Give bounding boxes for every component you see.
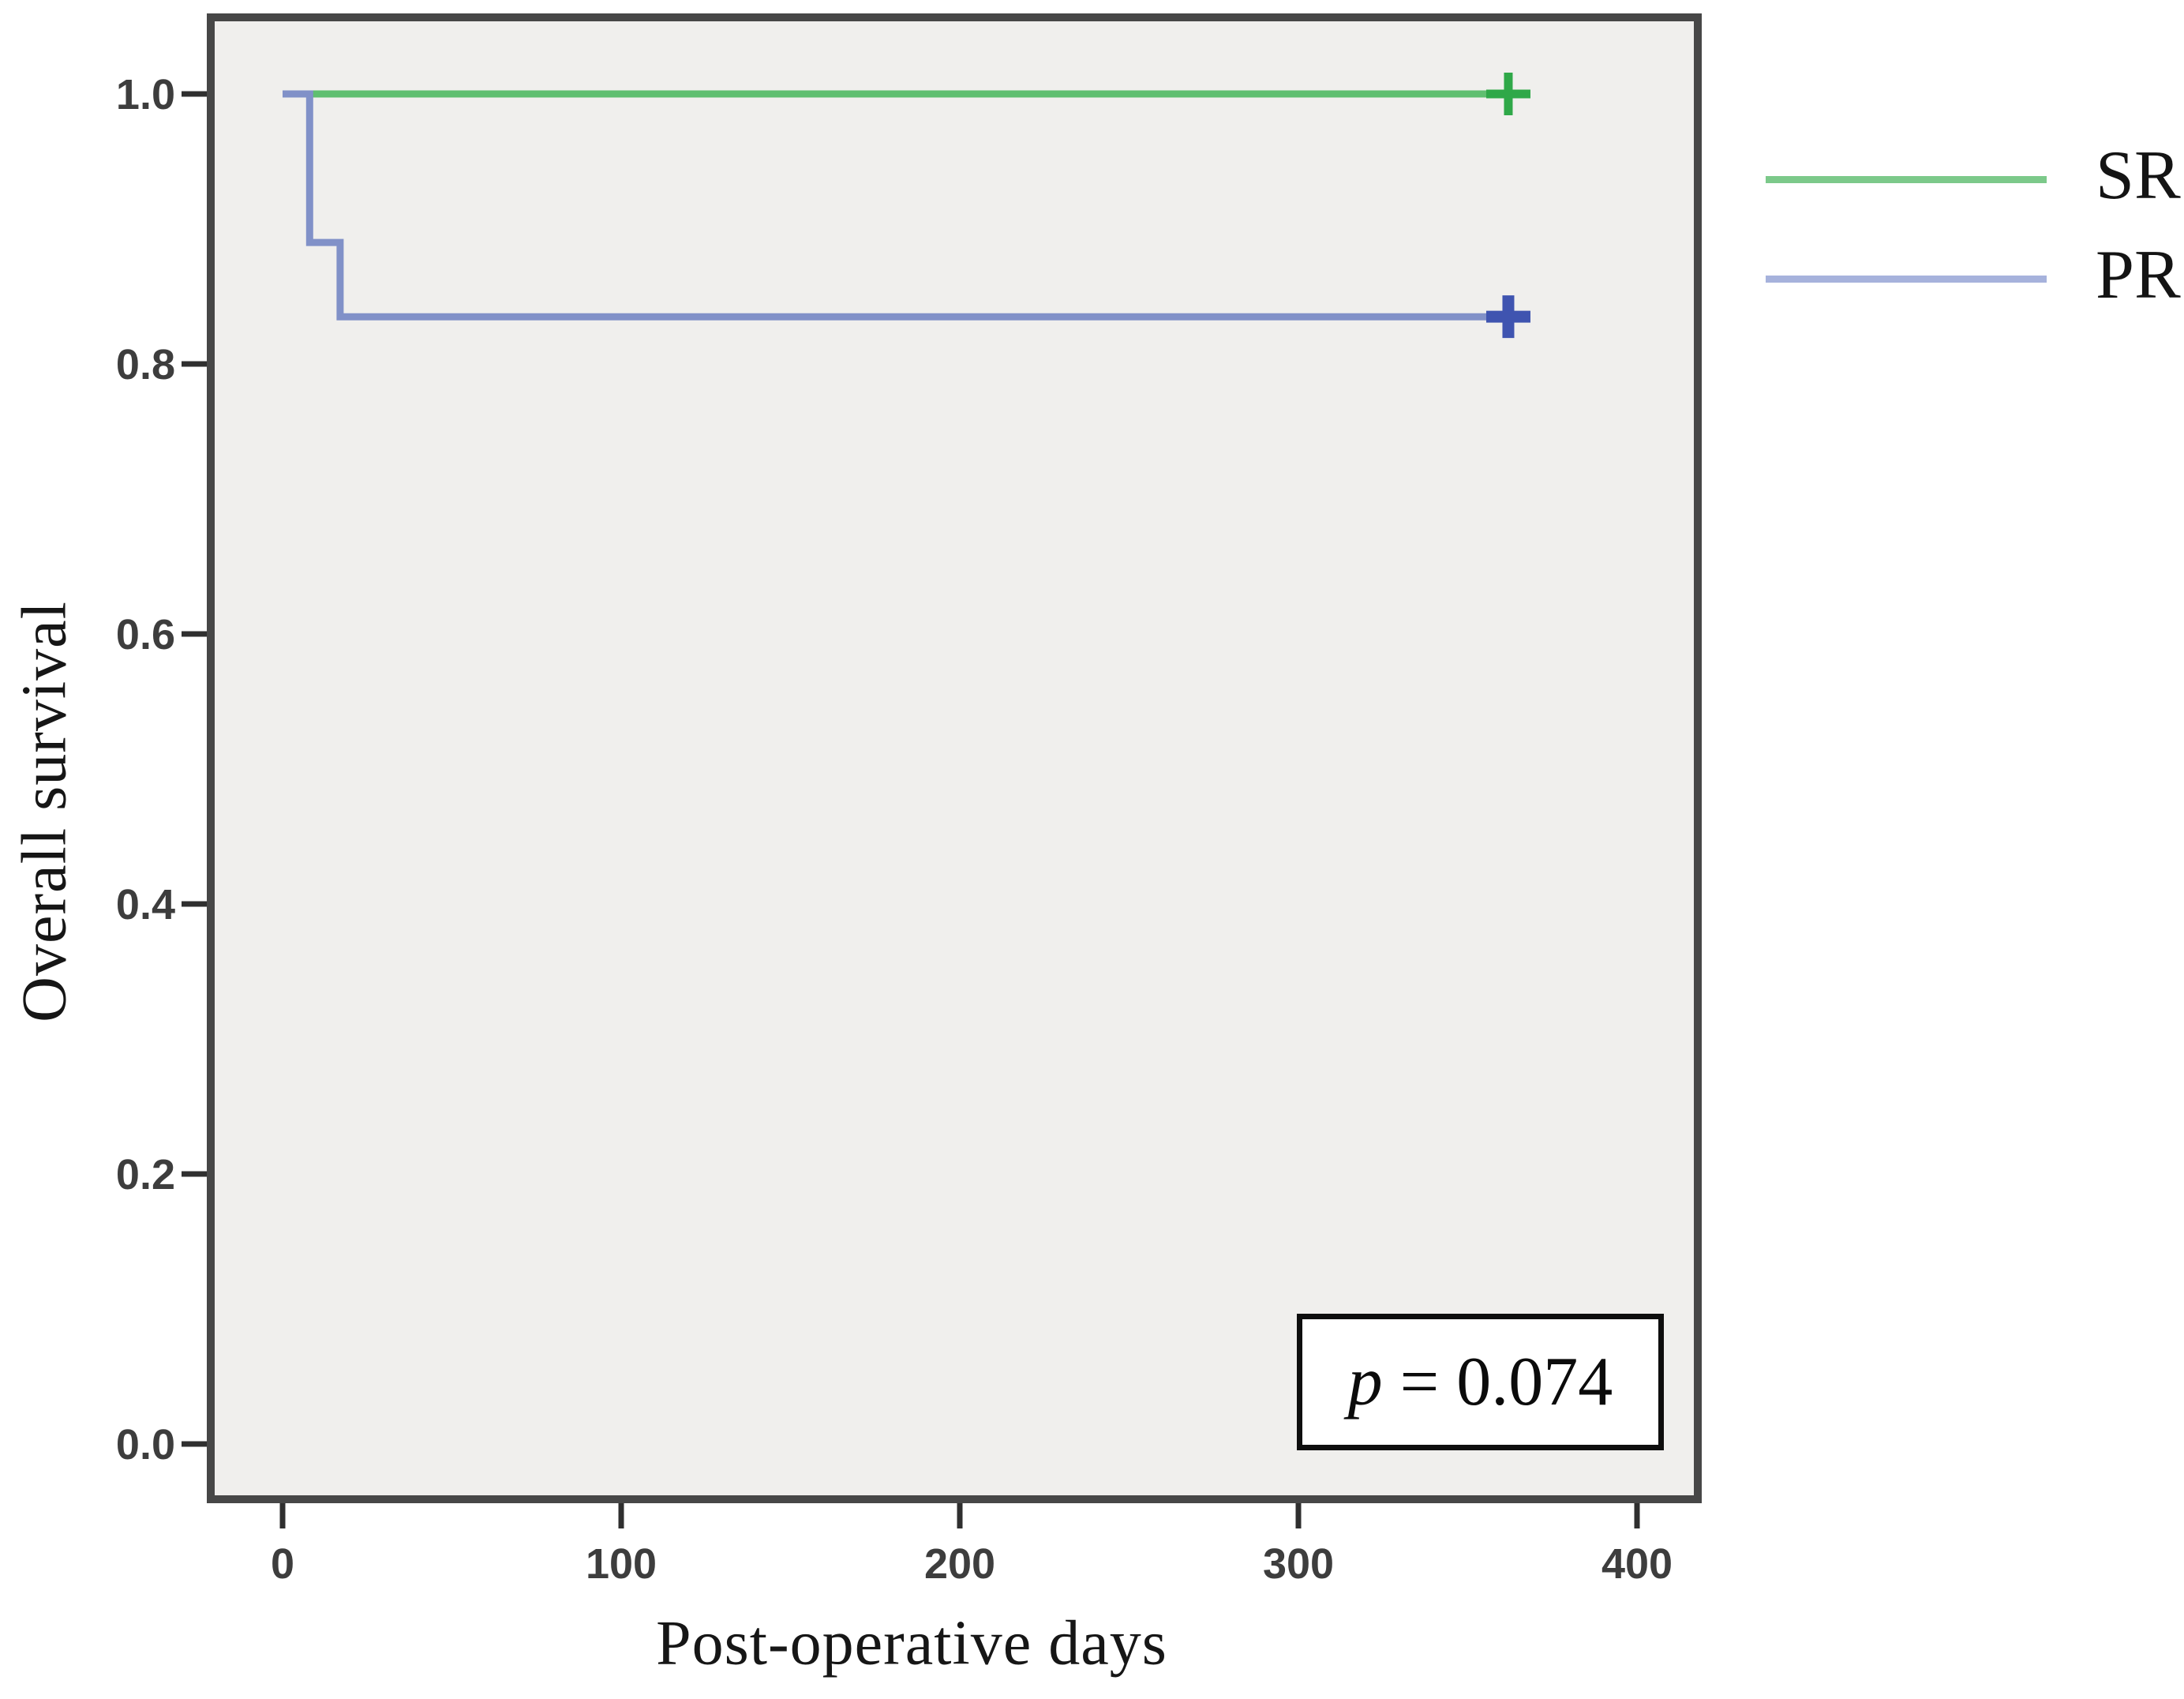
y-tick-label: 0.8 [116,341,175,388]
x-tick-label: 100 [586,1540,657,1588]
p-value-text: = 0.074 [1399,1344,1613,1420]
y-tick-label: 0.0 [116,1421,175,1468]
sr-legend-line [1766,175,2047,183]
y-tick-label: 0.2 [116,1151,175,1198]
x-tick-label: 200 [924,1540,995,1588]
plot-area [207,13,1702,1503]
y-axis-title: Overall survival [9,601,80,1022]
p-value-symbol: p [1347,1344,1383,1420]
x-tick-label: 0 [271,1540,294,1588]
p-value-box: p = 0.074 [1297,1314,1664,1450]
legend-item-sr: SR [1766,132,2181,227]
x-tick-label: 400 [1601,1540,1673,1588]
x-tick-label: 300 [1263,1540,1334,1588]
x-axis-title: Post-operative days [656,1608,1167,1678]
y-tick-label: 1.0 [116,71,175,118]
pr-survival-curve [283,90,1526,321]
pr-legend-label: PR [2096,237,2181,313]
legend-item-pr: PR [1766,231,2181,326]
sr-legend-label: SR [2096,137,2181,214]
y-tick-label: 0.6 [116,611,175,658]
pr-legend-line [1766,275,2047,283]
y-tick-label: 0.4 [116,881,175,928]
